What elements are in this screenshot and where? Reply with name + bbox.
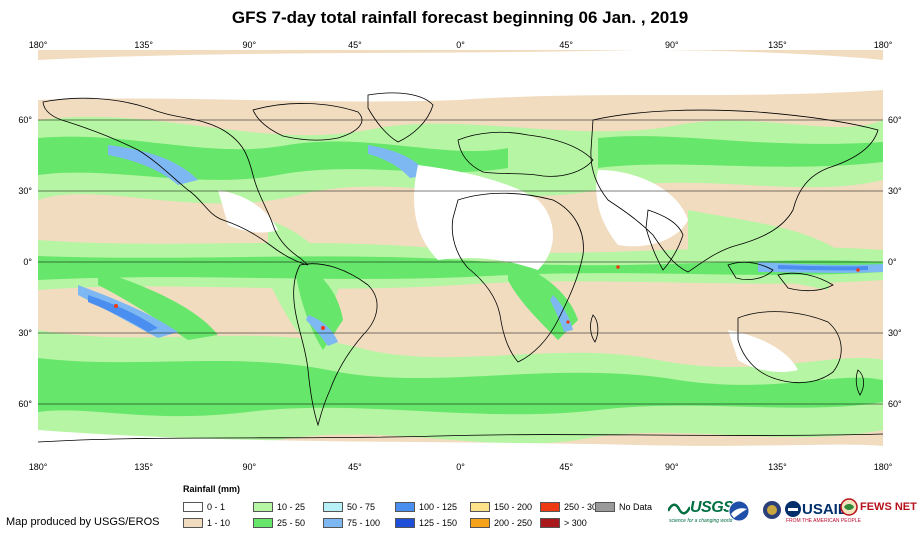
longitude-tick-label: 135° <box>768 40 787 50</box>
legend-swatch <box>395 502 415 512</box>
legend-label: 0 - 1 <box>207 502 226 512</box>
legend-item: 10 - 25 <box>253 502 305 512</box>
longitude-tick-label: 90° <box>242 462 257 472</box>
legend-item: 75 - 100 <box>323 518 380 528</box>
longitude-tick-label: 0° <box>456 40 465 50</box>
legend-label: 150 - 200 <box>494 502 533 512</box>
legend-label: 75 - 100 <box>347 518 381 528</box>
noaa-emblem-icon <box>728 500 750 522</box>
legend-item: 25 - 50 <box>253 518 305 528</box>
latitude-tick-label: 0° <box>888 257 897 267</box>
longitude-tick-label: 180° <box>28 40 48 50</box>
longitude-tick-label: 180° <box>873 40 893 50</box>
longitude-tick-label: 45° <box>348 462 362 472</box>
longitude-tick-label: 180° <box>873 462 893 472</box>
legend-item: 50 - 75 <box>323 502 375 512</box>
usgs-wave-icon <box>668 503 690 515</box>
longitude-tick-label: 45° <box>559 462 573 472</box>
legend-label: 50 - 75 <box>347 502 376 512</box>
legend-item: 100 - 125 <box>395 502 457 512</box>
legend-item: 200 - 250 <box>470 518 532 528</box>
latitude-tick-label: 60° <box>18 115 32 125</box>
longitude-tick-label: 180° <box>28 462 48 472</box>
usgs-tagline: science for a changing world <box>669 518 733 524</box>
legend-item: 125 - 150 <box>395 518 457 528</box>
state-department-seal <box>762 500 782 520</box>
latitude-tick-label: 60° <box>18 399 32 409</box>
legend-label: 25 - 50 <box>277 518 306 528</box>
usaid-logo: USAID <box>784 500 849 518</box>
legend-label: 100 - 125 <box>419 502 458 512</box>
longitude-tick-label: 90° <box>664 40 679 50</box>
fews-net-logo: FEWS NET <box>840 498 917 516</box>
longitude-tick-label: 135° <box>134 40 153 50</box>
legend-swatch <box>540 502 560 512</box>
longitude-tick-label: 135° <box>134 462 153 472</box>
legend-swatch <box>323 518 343 528</box>
legend-item: No Data <box>595 502 652 512</box>
usaid-emblem-icon <box>785 501 801 517</box>
map-title: GFS 7-day total rainfall forecast beginn… <box>231 8 689 27</box>
latitude-tick-label: 0° <box>23 257 32 267</box>
longitude-tick-label: 90° <box>242 40 257 50</box>
usaid-tagline: FROM THE AMERICAN PEOPLE <box>786 518 861 524</box>
legend-swatch <box>253 518 273 528</box>
longitude-tick-label: 45° <box>348 40 362 50</box>
rain-band-100-125 <box>88 265 868 332</box>
legend-swatch <box>323 502 343 512</box>
noaa-logo <box>728 500 750 522</box>
legend-swatch <box>253 502 273 512</box>
legend-label: No Data <box>619 502 653 512</box>
legend-label: 10 - 25 <box>277 502 306 512</box>
legend-title: Rainfall (mm) <box>183 484 241 494</box>
legend-label: 200 - 250 <box>494 518 533 528</box>
latitude-tick-label: 30° <box>888 328 902 338</box>
fews-globe-icon <box>840 498 858 516</box>
latitude-tick-label: 60° <box>888 399 902 409</box>
usgs-logo-text: USGS <box>690 499 734 516</box>
fews-net-logo-text: FEWS NET <box>860 501 917 513</box>
legend-item: 1 - 10 <box>183 518 230 528</box>
legend-swatch <box>470 518 490 528</box>
latitude-tick-label: 30° <box>18 186 32 196</box>
rain-band-75-100 <box>78 145 883 346</box>
seal-icon <box>763 501 781 519</box>
latitude-tick-label: 30° <box>888 186 902 196</box>
map-credit: Map produced by USGS/EROS <box>6 516 160 528</box>
legend-swatch <box>540 518 560 528</box>
legend-label: > 300 <box>564 518 587 528</box>
legend-item: 250 - 300 <box>540 502 602 512</box>
latitude-tick-label: 60° <box>888 115 902 125</box>
usaid-logo-text: USAID <box>802 500 849 518</box>
longitude-tick-label: 0° <box>456 462 465 472</box>
longitude-tick-label: 135° <box>768 462 787 472</box>
usgs-logo: USGS <box>668 499 734 517</box>
legend-swatch <box>470 502 490 512</box>
legend-label: 125 - 150 <box>419 518 458 528</box>
legend-item: > 300 <box>540 518 587 528</box>
legend-label: 1 - 10 <box>207 518 231 528</box>
latitude-tick-label: 30° <box>18 328 32 338</box>
legend-swatch <box>183 518 203 528</box>
legend-label: 250 - 300 <box>564 502 603 512</box>
longitude-tick-label: 90° <box>664 462 679 472</box>
rainfall-map-svg <box>38 50 883 454</box>
legend-swatch <box>395 518 415 528</box>
legend-swatch <box>595 502 615 512</box>
rainfall-map <box>38 50 883 454</box>
longitude-tick-label: 45° <box>559 40 573 50</box>
legend-item: 150 - 200 <box>470 502 532 512</box>
legend-swatch <box>183 502 203 512</box>
coastlines <box>38 92 883 443</box>
legend-item: 0 - 1 <box>183 502 225 512</box>
rain-band-250-300 <box>114 265 860 330</box>
